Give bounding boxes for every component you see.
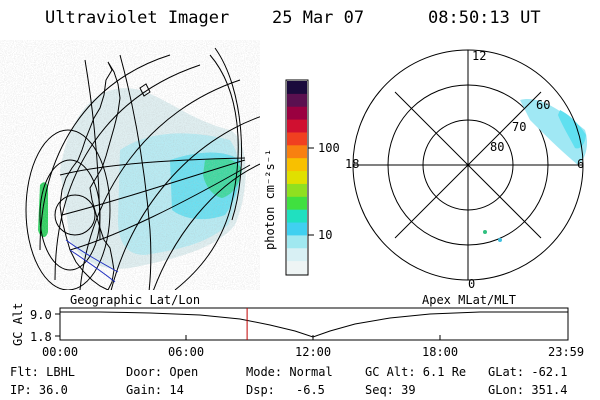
glat-info: GLat: -62.1 (488, 365, 568, 379)
instrument-title: Ultraviolet Imager (45, 8, 230, 28)
lat-label-70: 70 (512, 120, 527, 134)
coastline (59, 61, 151, 290)
filter-info: Flt: LBHL (10, 365, 76, 379)
colorbar-label: photon cm⁻²s⁻¹ (263, 148, 277, 250)
colorbar-swatch (287, 261, 307, 275)
colorbar-swatch (287, 183, 307, 198)
blue-meridians (65, 239, 119, 283)
gc-alt-info: GC Alt: 6.1 Re (365, 365, 467, 379)
earth-limb (214, 47, 243, 221)
time-tick-0000: 00:00 (42, 345, 79, 359)
dsp-value: -6.5 (296, 383, 325, 397)
lat-label-60: 60 (536, 98, 551, 112)
mode-info: Mode: Normal (246, 365, 333, 379)
glon-info: GLon: 351.4 (488, 383, 568, 397)
colorbar-swatch (287, 119, 307, 133)
mlt-label-12: 12 (472, 49, 487, 63)
alt-axis-label: GC Alt (11, 302, 25, 346)
time-tick-1800: 18:00 (422, 345, 459, 359)
colorbar-swatch (287, 132, 307, 146)
colorbar-swatch (287, 222, 307, 236)
colorbar-swatch (287, 196, 307, 211)
colorbar-swatch (287, 209, 307, 224)
geographic-image (0, 40, 260, 290)
timeline-panel (55, 307, 569, 341)
lat-lon-grid (25, 54, 260, 290)
colorbar-swatches (287, 81, 307, 275)
ip-info: IP: 36.0 (10, 383, 68, 397)
colorbar-swatch (287, 106, 307, 121)
colorbar-swatch (287, 81, 307, 95)
date-label: 25 Mar 07 (272, 8, 365, 28)
door-info: Door: Open (126, 365, 199, 379)
colorbar-swatch (287, 235, 307, 249)
seq-info: Seq: 39 (365, 383, 416, 397)
mlt-label-0: 0 (468, 277, 476, 291)
mlt-label-18: 18 (345, 157, 360, 171)
colorbar-swatch (287, 145, 307, 159)
time-tick-1200: 12:00 (295, 345, 332, 359)
geographic-caption: Geographic Lat/Lon (70, 293, 201, 307)
alt-tick-9: 9.0 (30, 308, 52, 322)
colorbar-tick-10: 10 (318, 228, 333, 242)
time-label: 08:50:13 UT (428, 8, 541, 28)
time-tick-2359: 23:59 (548, 345, 585, 359)
colorbar (285, 79, 314, 276)
apex-caption: Apex MLat/MLT (422, 293, 516, 307)
alt-tick-1: 1.8 (30, 330, 52, 344)
colorbar-swatch (287, 158, 307, 172)
colorbar-swatch (287, 248, 307, 262)
dsp-label: Dsp: (246, 383, 275, 397)
altitude-curve (60, 311, 568, 338)
colorbar-tick-100: 100 (318, 141, 340, 155)
mlt-label-6: 6 (577, 157, 585, 171)
polar-plot (352, 49, 588, 281)
gain-info: Gain: 14 (126, 383, 184, 397)
lat-label-80: 80 (490, 140, 505, 154)
colorbar-swatch (287, 93, 307, 108)
colorbar-swatch (287, 171, 307, 185)
time-tick-0600: 06:00 (168, 345, 205, 359)
polar-aurora (520, 99, 588, 165)
